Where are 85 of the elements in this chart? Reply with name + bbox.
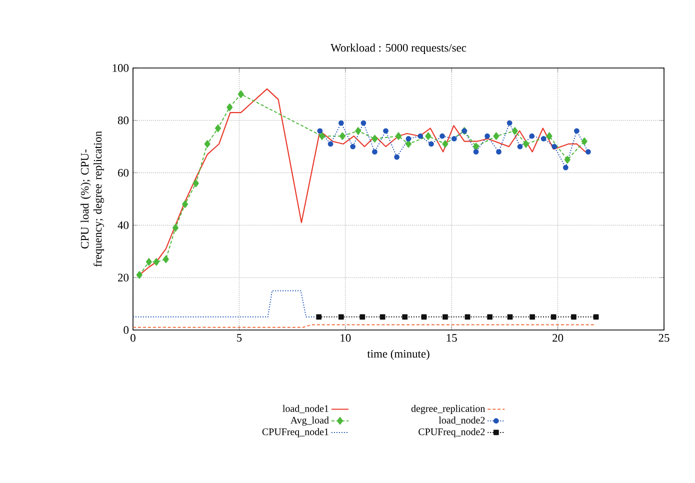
- x-tick-label: 10: [340, 334, 351, 342]
- point: [355, 126, 362, 135]
- point: [493, 132, 500, 140]
- chart-title: Workload : 5000 requests/sec: [330, 44, 466, 54]
- point: [350, 144, 356, 150]
- point: [530, 314, 536, 320]
- point: [338, 314, 344, 320]
- point: [571, 314, 576, 320]
- point: [440, 133, 445, 139]
- point: [421, 314, 427, 320]
- point: [214, 124, 222, 132]
- point: [204, 140, 210, 148]
- point: [506, 120, 512, 126]
- point: [360, 120, 366, 126]
- point: [136, 271, 142, 279]
- point: [473, 149, 479, 155]
- point: [585, 149, 591, 155]
- point: [574, 128, 580, 134]
- point: [484, 133, 490, 139]
- legend-label: CPUFreq_node1: [262, 428, 328, 438]
- point: [317, 128, 323, 134]
- point: [319, 132, 326, 140]
- point: [496, 149, 502, 155]
- point: [405, 140, 412, 148]
- point: [406, 136, 412, 142]
- point: [394, 154, 400, 160]
- point: [192, 179, 199, 188]
- legend-label: load_node1: [282, 404, 328, 414]
- point: [487, 314, 493, 320]
- point: [522, 140, 529, 148]
- point: [451, 136, 457, 142]
- y-tick-label: 80: [118, 116, 129, 124]
- point: [550, 314, 556, 320]
- point: [529, 133, 535, 139]
- point: [182, 200, 188, 208]
- x-tick-label: 20: [552, 334, 564, 342]
- point: [593, 314, 599, 320]
- point: [172, 224, 179, 232]
- point: [517, 144, 523, 150]
- y-axis-title: CPU load (%); CPU-frequency; degree replication: [80, 131, 104, 267]
- legend-label: Avg_load: [290, 416, 329, 426]
- point: [442, 314, 448, 320]
- x-axis-title: time (minute): [367, 350, 430, 360]
- point: [372, 134, 378, 143]
- y-tick-label: 40: [118, 221, 129, 230]
- x-tick-label: 15: [446, 334, 457, 342]
- point: [425, 132, 432, 140]
- y-tick-label: 100: [112, 64, 129, 72]
- x-tick-label: 0: [130, 334, 136, 342]
- point: [316, 314, 322, 320]
- point: [472, 142, 480, 150]
- legend-label: CPUFreq_node2: [418, 428, 485, 438]
- point: [418, 133, 424, 139]
- y-tick-label: 0: [124, 326, 129, 334]
- point: [402, 314, 408, 320]
- point: [383, 128, 388, 134]
- legend-label: degree_replication: [411, 404, 486, 414]
- point: [372, 149, 378, 155]
- point: [146, 258, 152, 266]
- y-tick-label: 60: [118, 168, 129, 177]
- point: [238, 90, 244, 98]
- point: [360, 314, 366, 320]
- point: [552, 144, 558, 150]
- point: [507, 314, 513, 320]
- point: [338, 120, 344, 126]
- point: [581, 137, 588, 146]
- point: [442, 140, 448, 148]
- point: [546, 132, 552, 140]
- point: [540, 136, 546, 142]
- point: [226, 103, 233, 112]
- point: [464, 314, 470, 320]
- point: [512, 126, 518, 135]
- point: [395, 132, 402, 140]
- x-tick-label: 5: [237, 334, 242, 342]
- point: [162, 255, 169, 264]
- point: [564, 156, 570, 164]
- point: [339, 132, 346, 140]
- point: [380, 314, 386, 320]
- y-tick-label: 20: [118, 274, 129, 282]
- x-tick-label: 25: [658, 334, 670, 342]
- point: [153, 258, 160, 266]
- legend-label: load_node2: [438, 416, 485, 425]
- point: [562, 164, 568, 170]
- point: [328, 141, 334, 147]
- point: [428, 141, 434, 147]
